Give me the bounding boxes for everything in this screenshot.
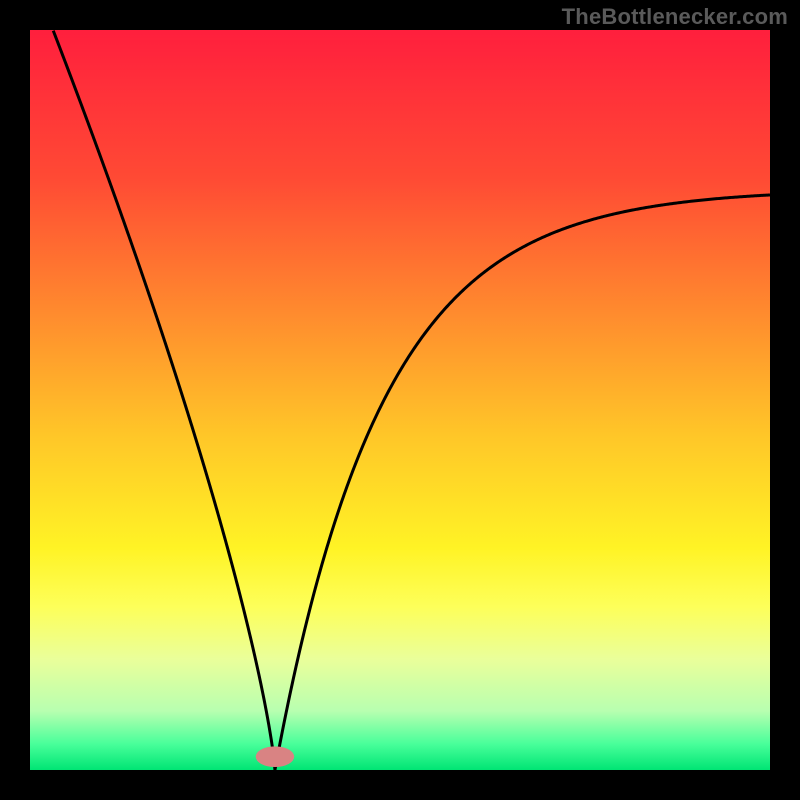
gradient-background (30, 30, 770, 770)
optimal-marker (256, 746, 294, 767)
watermark-text: TheBottlenecker.com (562, 4, 788, 30)
bottleneck-chart (30, 30, 770, 770)
